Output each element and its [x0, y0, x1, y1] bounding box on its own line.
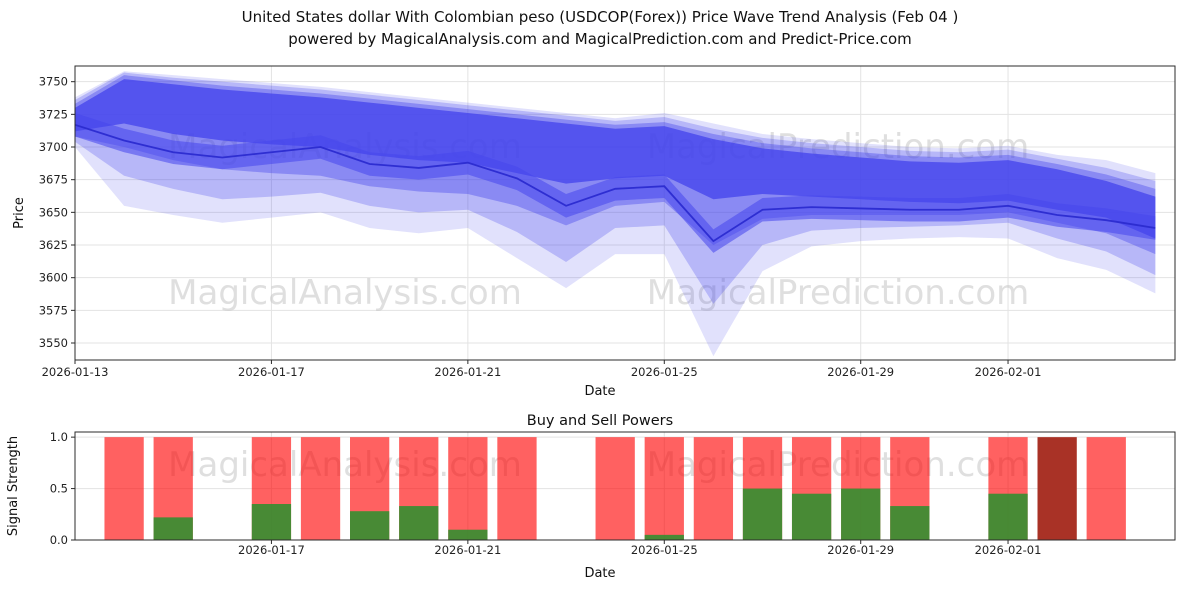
price-wave-chart: MagicalAnalysis.com MagicalPrediction.com… [39, 65, 1176, 379]
svg-text:2026-02-01: 2026-02-01 [975, 365, 1042, 379]
svg-text:MagicalPrediction.com: MagicalPrediction.com [647, 273, 1030, 313]
price-band-upper-core [75, 79, 1156, 239]
svg-text:3575: 3575 [39, 303, 68, 317]
buy-power-bar [791, 493, 832, 540]
buy-power-bar [841, 488, 881, 540]
buy-power-bar [742, 488, 783, 540]
power-x-axis-label: Date [584, 566, 616, 581]
svg-text:2026-01-17: 2026-01-17 [238, 365, 305, 379]
buy-power-bar [644, 534, 684, 540]
svg-text:1.0: 1.0 [50, 430, 68, 444]
buy-power-bar [399, 506, 439, 540]
page-subtitle: powered by MagicalAnalysis.com and Magic… [288, 30, 912, 48]
svg-text:3675: 3675 [39, 173, 68, 187]
sell-power-bar [644, 437, 684, 540]
svg-text:2026-01-21: 2026-01-21 [434, 365, 501, 379]
buy-sell-power-chart: MagicalAnalysis.com MagicalPrediction.com… [50, 430, 1176, 557]
sell-power-bar [1037, 437, 1077, 540]
buy-power-bar [890, 506, 930, 540]
svg-text:3750: 3750 [39, 75, 68, 89]
sell-power-bar [104, 437, 144, 540]
sell-power-bar [300, 437, 341, 540]
sell-power-bar [693, 437, 734, 540]
buy-power-bar [988, 493, 1028, 540]
buy-power-bar [350, 511, 390, 540]
svg-text:2026-01-13: 2026-01-13 [42, 365, 109, 379]
sell-power-bar [595, 437, 635, 540]
svg-text:2026-01-25: 2026-01-25 [631, 365, 698, 379]
svg-text:2026-01-29: 2026-01-29 [827, 365, 894, 379]
svg-text:3550: 3550 [39, 336, 68, 350]
svg-text:3625: 3625 [39, 238, 68, 252]
svg-text:3600: 3600 [39, 271, 68, 285]
svg-text:2026-01-17: 2026-01-17 [238, 543, 305, 557]
sell-power-bar [497, 437, 537, 540]
power-chart-title: Buy and Sell Powers [526, 413, 674, 429]
svg-text:2026-02-01: 2026-02-01 [975, 543, 1042, 557]
svg-text:2026-01-29: 2026-01-29 [827, 543, 894, 557]
page-title: United States dollar With Colombian peso… [241, 8, 959, 26]
svg-text:3700: 3700 [39, 140, 68, 154]
price-x-axis-label: Date [584, 384, 616, 399]
buy-power-bar [251, 504, 292, 540]
buy-power-bar [448, 529, 488, 540]
svg-text:0.5: 0.5 [50, 482, 68, 496]
price-median-line [74, 123, 1156, 243]
svg-text:2026-01-21: 2026-01-21 [434, 543, 501, 557]
sell-power-bar [448, 437, 488, 540]
buy-power-bar [153, 517, 193, 540]
svg-text:2026-01-25: 2026-01-25 [631, 543, 698, 557]
svg-text:3650: 3650 [39, 205, 68, 219]
sell-power-bar [1086, 437, 1126, 540]
svg-text:3725: 3725 [39, 107, 68, 121]
svg-text:MagicalAnalysis.com: MagicalAnalysis.com [168, 273, 522, 313]
svg-text:0.0: 0.0 [50, 533, 68, 547]
